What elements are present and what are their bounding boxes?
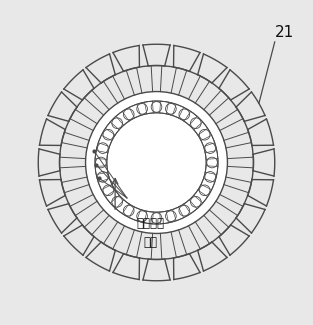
- Circle shape: [85, 92, 228, 233]
- Text: 三相電源: 三相電源: [136, 217, 165, 230]
- Text: 21: 21: [275, 25, 294, 40]
- Circle shape: [107, 113, 206, 212]
- Text: 接入: 接入: [144, 236, 157, 249]
